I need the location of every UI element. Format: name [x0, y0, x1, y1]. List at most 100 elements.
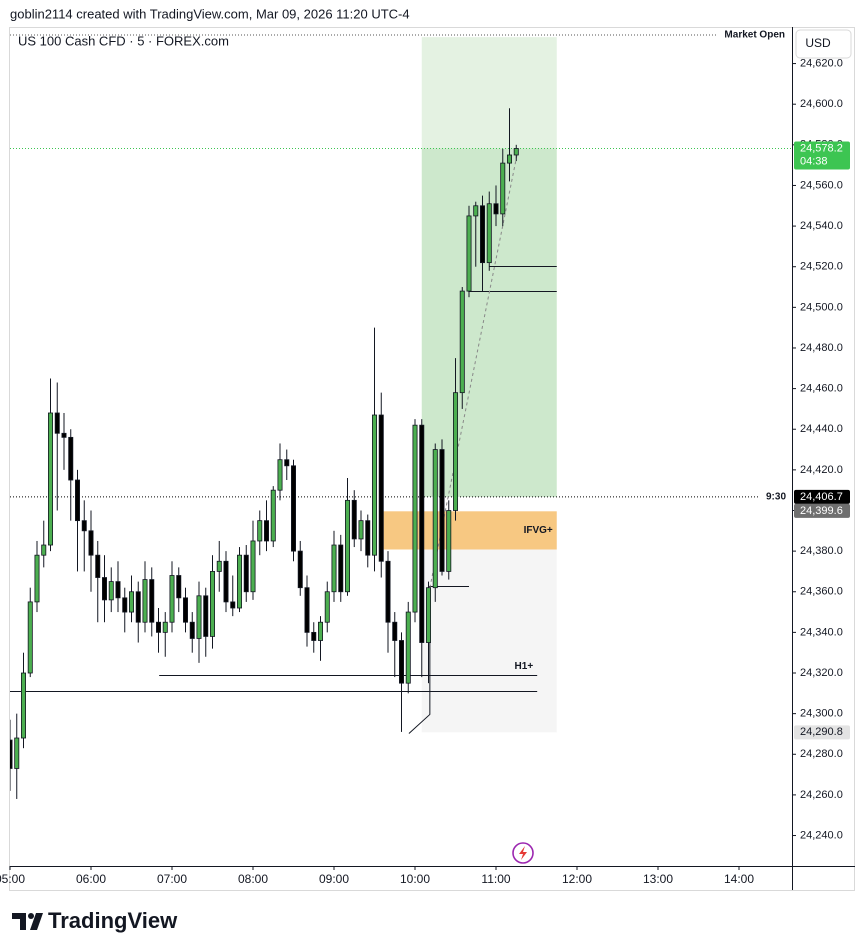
- candle-body: [507, 154, 513, 164]
- candle-body: [338, 544, 344, 593]
- y-tick-label: 24,460.0: [800, 383, 843, 395]
- x-tick-label: 05:00: [0, 872, 25, 886]
- candle-body: [216, 560, 222, 572]
- x-tick-label: 07:00: [157, 872, 187, 886]
- candle-body: [41, 544, 47, 556]
- candle-body: [14, 737, 20, 769]
- y-tick-label: 24,560.0: [800, 179, 843, 191]
- candle-body: [270, 489, 276, 542]
- currency-button[interactable]: [795, 29, 852, 59]
- candle-body: [210, 571, 215, 637]
- logo-dot: [28, 913, 34, 919]
- candle-body: [405, 611, 411, 684]
- candle-body: [250, 540, 256, 593]
- candle-body: [493, 203, 499, 215]
- candle-body: [122, 597, 128, 613]
- zone-label: IFVG+: [524, 525, 553, 536]
- trend-line: [429, 148, 519, 588]
- candle-body: [372, 414, 377, 556]
- x-tick-label: 08:00: [238, 872, 268, 886]
- y-tick-label: 24,380.0: [800, 545, 843, 557]
- candle-body: [203, 595, 209, 637]
- y-tick-label: 24,600.0: [800, 98, 843, 110]
- candle-body: [432, 449, 438, 589]
- candle-body: [162, 621, 168, 633]
- x-tick-label: 14:00: [724, 872, 754, 886]
- brand-logo: TradingView: [12, 908, 178, 933]
- candle-body: [149, 579, 155, 623]
- y-tick-label: 24,440.0: [800, 423, 843, 435]
- candle-body: [223, 560, 229, 603]
- x-tick-label: 12:00: [562, 872, 592, 886]
- y-tick-label: 24,240.0: [800, 829, 843, 841]
- candle-body: [48, 412, 53, 546]
- x-tick-label: 09:00: [319, 872, 349, 886]
- candle-body: [345, 499, 350, 593]
- candle-body: [88, 530, 94, 556]
- candle-body: [129, 591, 134, 613]
- axes: 24,240.0 24,260.0 24,280.0 24,300.0 24,320.0…: [0, 57, 850, 886]
- candle-body: [61, 432, 67, 438]
- x-tick-label: 11:00: [481, 872, 510, 886]
- candle-body: [176, 575, 182, 599]
- logo-mark: [12, 913, 26, 930]
- candle-body: [331, 544, 337, 593]
- candle-body: [277, 459, 283, 491]
- candle-body: [358, 520, 364, 540]
- candle-body: [68, 436, 74, 481]
- candle-body: [230, 601, 236, 609]
- candle-body: [513, 148, 519, 156]
- chart-frame: [9, 27, 855, 891]
- candle-body: [385, 560, 391, 623]
- y-tick-label: 24,340.0: [800, 626, 843, 638]
- zone: [383, 511, 557, 550]
- logo-slash: [30, 913, 43, 930]
- price-label-box: [794, 725, 850, 740]
- currency[interactable]: USD: [805, 36, 831, 50]
- candle-body: [446, 510, 452, 572]
- candle-body: [21, 672, 26, 739]
- candle-body: [378, 414, 384, 562]
- candle-body: [324, 591, 330, 623]
- y-tick-label: 24,280.0: [800, 748, 843, 760]
- y-tick-label: 24,500.0: [800, 301, 843, 313]
- candle-body: [480, 205, 486, 264]
- candle-body: [439, 449, 445, 572]
- candle-body: [183, 597, 188, 623]
- candle-body: [81, 520, 87, 532]
- event-bolt: [519, 846, 527, 860]
- candle-body: [426, 587, 431, 643]
- candle-body: [365, 520, 371, 556]
- candle-body: [500, 162, 506, 215]
- candle-body: [257, 520, 263, 542]
- price-label: 24,578.2: [800, 142, 843, 154]
- candle-body: [412, 424, 418, 613]
- y-tick-label: 24,420.0: [800, 464, 843, 476]
- candle-body: [264, 520, 269, 542]
- countdown: 04:38: [800, 155, 828, 167]
- zone: [421, 549, 557, 733]
- y-tick-label: 24,520.0: [800, 261, 843, 273]
- y-tick-label: 24,260.0: [800, 789, 843, 801]
- candle-body: [156, 621, 161, 633]
- y-tick-label: 24,620.0: [800, 57, 843, 69]
- x-tick-label: 10:00: [400, 872, 430, 886]
- candle-body: [351, 499, 357, 540]
- price-label-box: [794, 503, 850, 518]
- candle-body: [291, 465, 296, 552]
- price-label-box: [794, 489, 850, 504]
- market-status: Market Open: [724, 30, 785, 41]
- candle-body: [142, 579, 148, 623]
- price-label-box: [794, 141, 850, 170]
- candle-body: [196, 595, 202, 639]
- candle-body: [95, 554, 101, 578]
- candle-body: [54, 412, 60, 434]
- price-label: 24,399.6: [800, 505, 843, 517]
- candle-body: [297, 550, 303, 589]
- candle-body: [10, 739, 13, 769]
- y-tick-label: 24,540.0: [800, 220, 843, 232]
- candle-body: [102, 577, 107, 601]
- candle-body: [284, 459, 290, 467]
- candle-body: [473, 205, 479, 217]
